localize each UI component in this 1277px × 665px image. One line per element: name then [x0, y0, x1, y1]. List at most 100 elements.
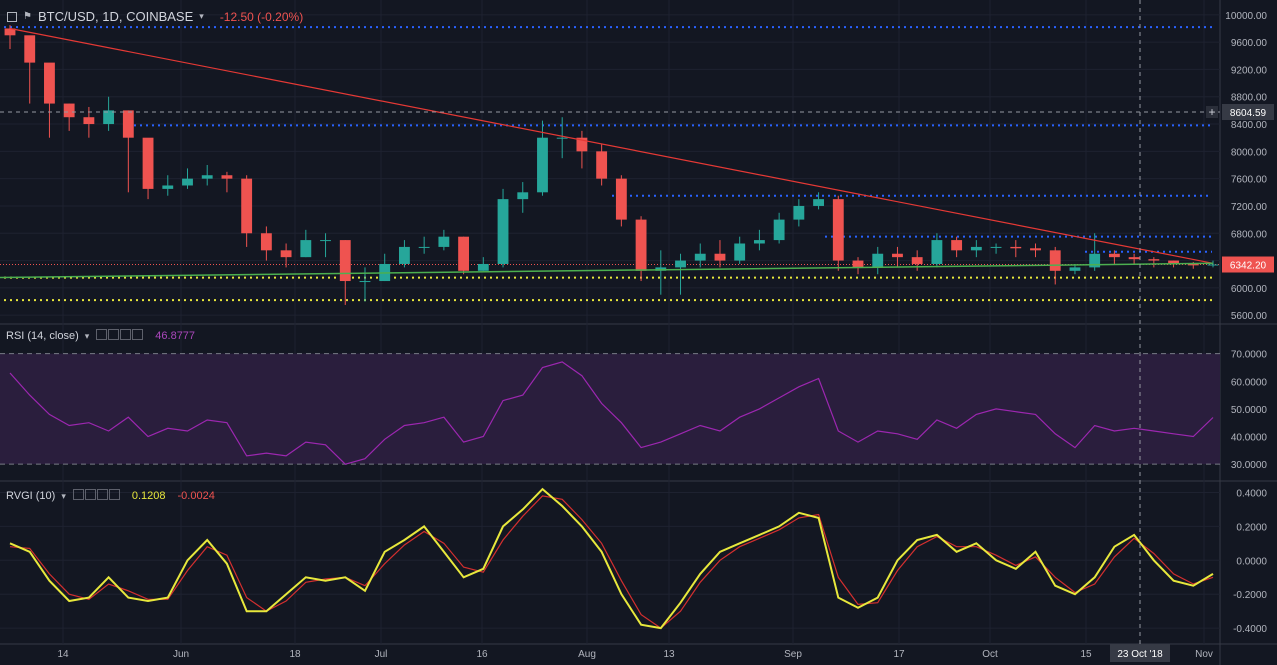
- price-tick-label: 8000.00: [1231, 147, 1268, 158]
- candle-body: [951, 240, 963, 251]
- rvgi-signal-value: -0.0024: [177, 490, 215, 502]
- candle-body: [399, 246, 410, 264]
- chevron-down-icon[interactable]: ▾: [61, 490, 66, 501]
- settings-icon[interactable]: [108, 329, 120, 340]
- x-tick-label: Oct: [982, 649, 998, 660]
- candle-body: [931, 240, 943, 264]
- eye-icon[interactable]: [96, 329, 108, 340]
- candle-body: [122, 110, 134, 138]
- indicator-controls: [72, 489, 120, 503]
- candle-body: [1128, 257, 1140, 260]
- price-tick-label: 9600.00: [1231, 38, 1268, 49]
- plus-icon: [1206, 106, 1218, 118]
- candle-body: [182, 178, 193, 186]
- chevron-down-icon[interactable]: ▾: [84, 330, 90, 341]
- rvgi-value: 0.1208: [131, 490, 166, 502]
- support-trendline: [0, 262, 1214, 279]
- candle-body: [359, 281, 371, 283]
- eye-icon[interactable]: [72, 489, 84, 500]
- candle-body: [1187, 263, 1199, 266]
- rvgi-tick-label: 0.0000: [1236, 556, 1267, 567]
- rvgi-tick-label: 0.4000: [1236, 488, 1267, 499]
- rvgi-signal-line: [9, 495, 1214, 629]
- rvgi-tick-label: -0.2000: [1233, 590, 1267, 601]
- x-tick-label: Sep: [784, 649, 802, 660]
- candle-body: [103, 110, 115, 125]
- candle-body: [675, 260, 686, 268]
- chevron-down-icon[interactable]: ▾: [199, 11, 204, 21]
- candle-body: [1030, 248, 1041, 251]
- symbol-title[interactable]: BTC/USD, 1D, COINBASE: [37, 9, 194, 24]
- flag-icon[interactable]: ⚑: [23, 11, 32, 22]
- candle-body: [872, 253, 884, 268]
- rvgi-legend: RVGI (10) ▾ 0.1208 -0.0024: [6, 489, 215, 503]
- candle-body: [300, 240, 312, 258]
- rsi-label[interactable]: RSI (14, close): [6, 330, 79, 342]
- candle-body: [1148, 259, 1160, 261]
- candle-body: [753, 240, 765, 244]
- x-tick-label: Jul: [375, 649, 388, 660]
- candle-body: [911, 257, 923, 264]
- crosshair-date-label: 23 Oct '18: [1117, 649, 1163, 660]
- candle-body: [24, 35, 36, 63]
- rvgi-panel-plot: [0, 487, 1220, 630]
- candle-body: [44, 62, 55, 104]
- candle-body: [773, 219, 785, 241]
- indicator-controls: [95, 329, 144, 343]
- candle-body: [635, 219, 647, 271]
- candle-body: [576, 137, 588, 152]
- resistance-trendline: [9, 27, 1214, 264]
- rvgi-tick-label: -0.4000: [1233, 624, 1267, 635]
- more-icon[interactable]: [120, 329, 132, 340]
- more-icon[interactable]: [96, 489, 108, 500]
- candle-body: [852, 260, 864, 268]
- price-tick-label: 8400.00: [1231, 120, 1268, 131]
- candle-body: [438, 236, 450, 247]
- candle-body: [615, 178, 627, 220]
- candle-body: [1168, 260, 1179, 264]
- crosshair-price-label: 8604.59: [1230, 108, 1267, 119]
- chart-header: ⚑ BTC/USD, 1D, COINBASE ▾ -12.50 (-0.20%…: [6, 9, 303, 24]
- x-tick-label: 18: [289, 649, 301, 660]
- x-tick-label: Nov: [1195, 649, 1213, 660]
- candle-body: [892, 253, 903, 258]
- candle-body: [1108, 253, 1120, 258]
- x-tick-label: 13: [663, 649, 675, 660]
- candle-body: [83, 117, 95, 125]
- candle-body: [517, 192, 529, 200]
- candle-body: [832, 199, 844, 261]
- candle-body: [813, 199, 824, 206]
- x-tick-label: 16: [476, 649, 488, 660]
- candle-body: [990, 246, 1002, 248]
- candle-body: [1010, 246, 1022, 249]
- rvgi-tick-label: 0.2000: [1236, 522, 1267, 533]
- price-change: -12.50 (-0.20%): [219, 9, 304, 24]
- candle-body: [694, 253, 706, 261]
- time-axis: 14 Jun 18 Jul 16 Aug 13 Sep 17 Oct 15 Nov: [57, 649, 1212, 660]
- candle-body: [418, 246, 430, 248]
- candle-body: [339, 240, 351, 282]
- x-tick-label: 14: [57, 649, 69, 660]
- rvgi-main-line: [9, 487, 1214, 630]
- price-tick-label: 6000.00: [1231, 284, 1268, 295]
- candle-body: [970, 246, 982, 251]
- candle-body: [241, 178, 253, 234]
- price-tick-label: 5600.00: [1231, 311, 1268, 322]
- settings-icon[interactable]: [84, 489, 96, 500]
- candle-body: [4, 28, 16, 36]
- rsi-tick-label: 70.0000: [1231, 350, 1268, 361]
- close-icon[interactable]: [132, 329, 144, 340]
- close-icon[interactable]: [108, 489, 120, 500]
- x-tick-label: 15: [1080, 649, 1092, 660]
- price-tick-label: 6800.00: [1231, 229, 1268, 240]
- rvgi-label[interactable]: RVGI (10): [6, 490, 56, 502]
- price-tick-label: 10000.00: [1225, 11, 1267, 22]
- price-tick-label: 8800.00: [1231, 93, 1268, 104]
- horizontal-levels: [0, 26, 1220, 302]
- candle-body: [63, 103, 75, 118]
- collapse-icon[interactable]: [7, 11, 17, 22]
- candle-body: [1207, 264, 1219, 266]
- rsi-tick-label: 30.0000: [1231, 460, 1268, 471]
